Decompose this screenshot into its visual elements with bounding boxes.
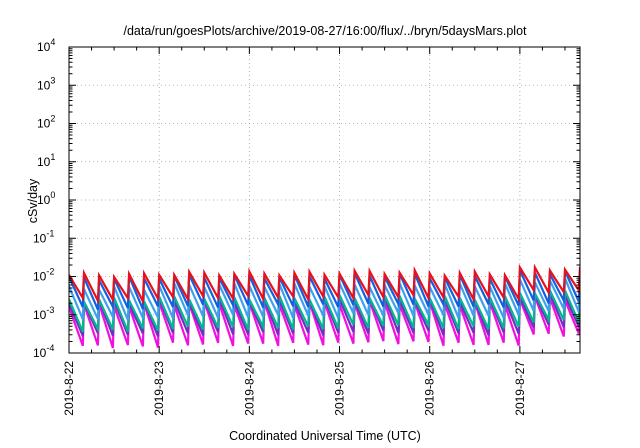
x-tick-label: 2019-8-24 [242, 361, 256, 416]
y-tick-label: 10-1 [33, 228, 54, 245]
y-axis-label: cSv/day [26, 178, 40, 223]
plot-frame [68, 46, 581, 354]
y-tick-label: 104 [37, 37, 55, 54]
y-tick-label: 103 [37, 75, 55, 92]
x-tick-label: 2019-8-23 [152, 361, 166, 416]
y-tick-label: 10-4 [33, 343, 54, 360]
x-axis-label: Coordinated Universal Time (UTC) [229, 429, 421, 443]
y-ticks: 10-4 10-3 10-2 10-1 100 101 102 103 104 [33, 37, 580, 360]
y-tick-label: 10-3 [33, 305, 54, 322]
series-line [69, 263, 580, 306]
grid-lines [69, 47, 580, 353]
y-tick-label: 102 [37, 114, 55, 131]
y-tick-label: 101 [37, 152, 55, 169]
x-tick-label: 2019-8-27 [513, 361, 527, 416]
series-group [69, 263, 580, 349]
x-ticks: 2019-8-22 2019-8-23 2019-8-24 2019-8-25 2019… [62, 47, 566, 416]
chart-title: /data/run/goesPlots/archive/2019-08-27/1… [123, 24, 527, 38]
x-tick-label: 2019-8-26 [423, 361, 437, 416]
y-tick-label: 10-2 [33, 267, 54, 284]
x-tick-label: 2019-8-22 [62, 361, 76, 416]
x-tick-label: 2019-8-25 [333, 361, 347, 416]
y-tick-label: 100 [37, 190, 55, 207]
